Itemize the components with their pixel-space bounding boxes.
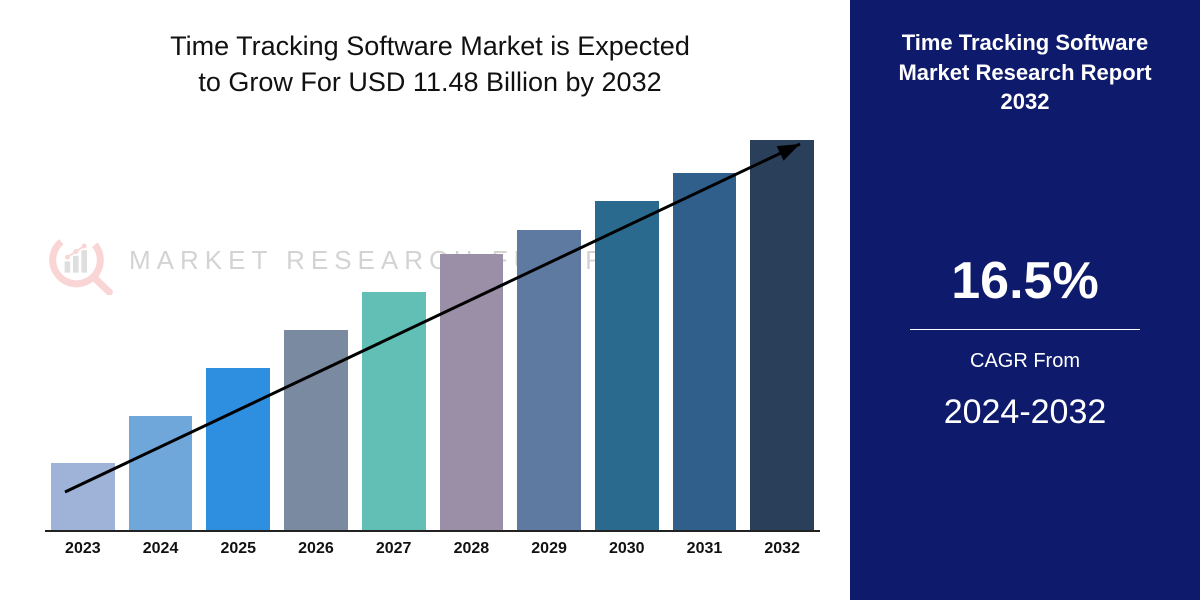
bar (284, 330, 348, 530)
bar (517, 230, 581, 530)
divider-line (910, 329, 1140, 330)
chart-title-line2: to Grow For USD 11.48 Billion by 2032 (198, 67, 661, 97)
bar (673, 173, 737, 530)
cagr-from-label: CAGR From (970, 350, 1080, 373)
left-panel: Time Tracking Software Market is Expecte… (0, 0, 850, 600)
bar (440, 254, 504, 530)
bar-chart: 2023 2024 2025 2026 2027 2028 2029 2030 2031 2032 (45, 132, 820, 572)
x-axis-label: 2023 (51, 540, 115, 558)
x-axis-label: 2029 (517, 540, 581, 558)
infographic-container: Time Tracking Software Market is Expecte… (0, 0, 1200, 600)
bar (129, 416, 193, 530)
bar (51, 463, 115, 530)
x-axis-label: 2025 (206, 540, 270, 558)
chart-title-line1: Time Tracking Software Market is Expecte… (170, 31, 690, 61)
cagr-value: 16.5% (951, 251, 1098, 311)
x-axis-label: 2024 (129, 540, 193, 558)
period-range: 2024-2032 (944, 393, 1107, 432)
x-axis-label: 2026 (284, 540, 348, 558)
bar-group (45, 130, 820, 530)
x-axis-label: 2031 (673, 540, 737, 558)
right-panel: Time Tracking Software Market Research R… (850, 0, 1200, 600)
bar (362, 292, 426, 530)
bar (595, 201, 659, 530)
chart-plot-area (45, 132, 820, 532)
chart-title: Time Tracking Software Market is Expecte… (60, 28, 800, 101)
right-title: Time Tracking Software Market Research R… (878, 28, 1172, 117)
bar (206, 368, 270, 530)
x-axis-label: 2032 (750, 540, 814, 558)
x-axis-labels: 2023 2024 2025 2026 2027 2028 2029 2030 2031 2032 (45, 532, 820, 558)
x-axis-label: 2030 (595, 540, 659, 558)
x-axis-label: 2027 (362, 540, 426, 558)
bar (750, 140, 814, 530)
x-axis-label: 2028 (440, 540, 504, 558)
